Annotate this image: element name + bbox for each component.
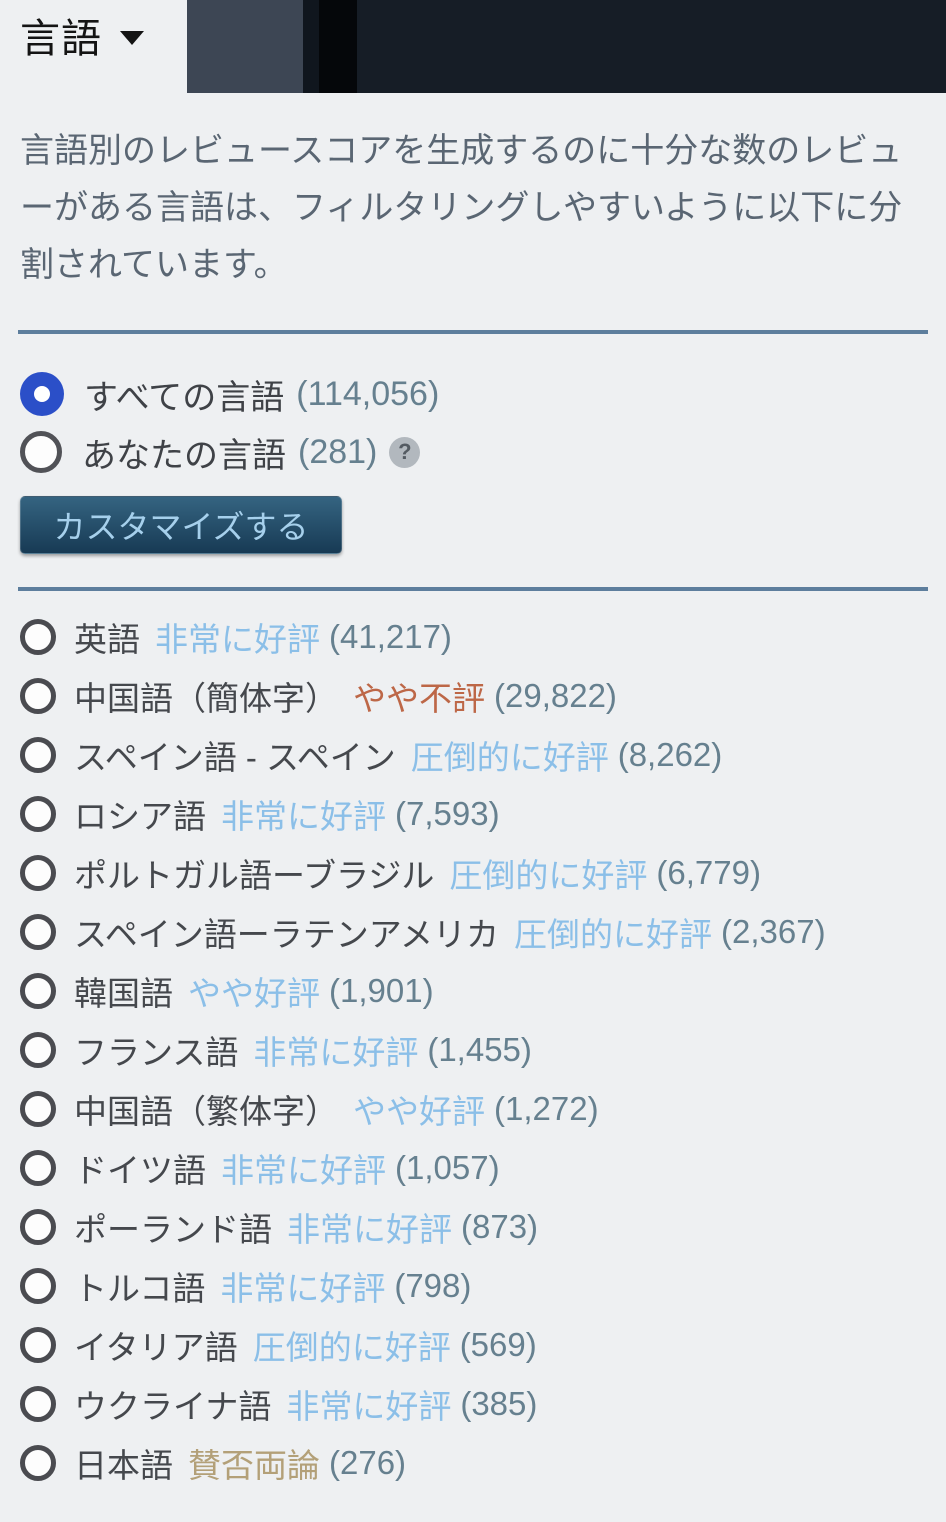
scope-option-label: あなたの言語: [82, 436, 286, 475]
top-banner: [187, 0, 946, 93]
radio-unselected[interactable]: [20, 913, 56, 950]
review-summary: 非常に好評: [155, 620, 320, 658]
language-option-row[interactable]: 中国語（簡体字） やや不評 (29,822): [20, 666, 946, 725]
review-count: (6,779): [656, 853, 761, 891]
review-count: (8,262): [617, 735, 723, 773]
review-summary: やや不評: [353, 679, 485, 717]
language-list: 英語 非常に好評 (41,217) 中国語（簡体字） やや不評 (29,822)…: [20, 607, 946, 1492]
language-label: 英語: [74, 620, 140, 658]
scope-option-count: (281): [298, 432, 378, 471]
radio-unselected[interactable]: [20, 1031, 56, 1068]
language-label: 中国語（繁体字）: [74, 1092, 338, 1130]
scope-option-count: (114,056): [296, 374, 440, 413]
banner-segment: [187, 0, 303, 93]
language-label: ウクライナ語: [74, 1387, 272, 1425]
scope-option-all-languages[interactable]: すべての言語 (114,056): [20, 368, 946, 420]
scope-radio-group: すべての言語 (114,056) あなたの言語 (281) ?: [20, 368, 946, 478]
review-count: (569): [459, 1325, 537, 1363]
banner-segment: [357, 0, 946, 93]
review-summary: 非常に好評: [253, 1033, 419, 1071]
review-count: (41,217): [329, 617, 452, 655]
review-count: (7,593): [395, 794, 500, 832]
radio-unselected[interactable]: [20, 1326, 56, 1363]
scope-option-your-languages[interactable]: あなたの言語 (281) ?: [20, 426, 946, 478]
review-summary: 非常に好評: [286, 1387, 452, 1425]
customize-button[interactable]: カスタマイズする: [20, 496, 342, 554]
review-summary: 圧倒的に好評: [449, 856, 648, 894]
radio-unselected[interactable]: [20, 1149, 56, 1186]
language-label: 韓国語: [74, 974, 173, 1012]
language-filter-toggle[interactable]: 言語: [20, 6, 144, 64]
review-count: (2,367): [721, 912, 826, 950]
review-count: (873): [461, 1207, 539, 1245]
radio-unselected[interactable]: [20, 972, 56, 1009]
radio-unselected[interactable]: [20, 736, 56, 773]
review-count: (276): [329, 1443, 407, 1481]
radio-unselected[interactable]: [20, 1444, 56, 1481]
review-summary: 非常に好評: [287, 1210, 452, 1248]
help-icon[interactable]: ?: [389, 436, 421, 468]
language-option-row[interactable]: ウクライナ語 非常に好評 (385): [20, 1374, 946, 1433]
language-label: 日本語: [74, 1446, 173, 1484]
review-count: (29,822): [494, 676, 617, 714]
page-title: 言語: [20, 17, 102, 61]
review-count: (385): [460, 1384, 538, 1422]
language-option-row[interactable]: ロシア語 非常に好評 (7,593): [20, 784, 946, 843]
radio-unselected[interactable]: [20, 1090, 56, 1127]
review-summary: 圧倒的に好評: [514, 915, 713, 953]
radio-selected[interactable]: [20, 372, 64, 416]
radio-unselected[interactable]: [20, 1208, 56, 1245]
language-option-row[interactable]: スペイン語ーラテンアメリカ 圧倒的に好評 (2,367): [20, 902, 946, 961]
filter-description: 言語別のレビュースコアを生成するのに十分な数のレビューがある言語は、フィルタリン…: [20, 132, 903, 284]
review-count: (1,272): [494, 1089, 599, 1127]
filter-section-header: 言語: [0, 0, 946, 93]
language-label: 中国語（簡体字）: [74, 679, 338, 717]
banner-segment: [319, 0, 357, 93]
language-option-row[interactable]: 日本語 賛否両論 (276): [20, 1433, 946, 1492]
language-label: トルコ語: [74, 1269, 206, 1307]
language-option-row[interactable]: フランス語 非常に好評 (1,455): [20, 1020, 946, 1079]
review-summary: 圧倒的に好評: [252, 1328, 451, 1366]
review-summary: やや好評: [188, 974, 320, 1012]
language-option-row[interactable]: ドイツ語 非常に好評 (1,057): [20, 1138, 946, 1197]
language-label: ポルトガル語ーブラジル: [74, 856, 435, 894]
language-option-row[interactable]: 韓国語 やや好評 (1,901): [20, 961, 946, 1020]
radio-unselected[interactable]: [20, 854, 56, 891]
divider: [18, 330, 928, 334]
review-summary: 非常に好評: [221, 1151, 386, 1189]
language-label: ロシア語: [74, 797, 206, 835]
language-label: スペイン語ーラテンアメリカ: [74, 915, 500, 953]
review-count: (1,057): [395, 1148, 500, 1186]
divider: [18, 587, 928, 591]
review-summary: 賛否両論: [188, 1446, 320, 1484]
language-option-row[interactable]: 中国語（繁体字） やや好評 (1,272): [20, 1079, 946, 1138]
review-count: (798): [394, 1266, 472, 1304]
language-option-row[interactable]: トルコ語 非常に好評 (798): [20, 1256, 946, 1315]
radio-unselected[interactable]: [20, 431, 62, 473]
language-option-row[interactable]: ポーランド語 非常に好評 (873): [20, 1197, 946, 1256]
language-option-row[interactable]: 英語 非常に好評 (41,217): [20, 607, 946, 666]
review-count: (1,901): [329, 971, 434, 1009]
banner-segment: [303, 0, 319, 93]
language-label: イタリア語: [74, 1328, 238, 1366]
review-summary: 非常に好評: [220, 1269, 386, 1307]
language-option-row[interactable]: イタリア語 圧倒的に好評 (569): [20, 1315, 946, 1374]
radio-unselected[interactable]: [20, 1267, 56, 1304]
chevron-down-icon: [120, 31, 144, 45]
scope-option-label: すべての言語: [84, 378, 285, 417]
language-label: スペイン語 - スペイン: [74, 738, 396, 776]
language-label: フランス語: [74, 1033, 239, 1071]
review-count: (1,455): [427, 1030, 532, 1068]
radio-unselected[interactable]: [20, 677, 56, 714]
language-option-row[interactable]: スペイン語 - スペイン 圧倒的に好評 (8,262): [20, 725, 946, 784]
radio-unselected[interactable]: [20, 1385, 56, 1422]
language-label: ポーランド語: [74, 1210, 272, 1248]
radio-unselected[interactable]: [20, 618, 56, 655]
language-label: ドイツ語: [74, 1151, 206, 1189]
review-summary: 圧倒的に好評: [410, 738, 609, 776]
language-option-row[interactable]: ポルトガル語ーブラジル 圧倒的に好評 (6,779): [20, 843, 946, 902]
review-summary: やや好評: [353, 1092, 485, 1130]
radio-unselected[interactable]: [20, 795, 56, 832]
review-summary: 非常に好評: [221, 797, 386, 835]
